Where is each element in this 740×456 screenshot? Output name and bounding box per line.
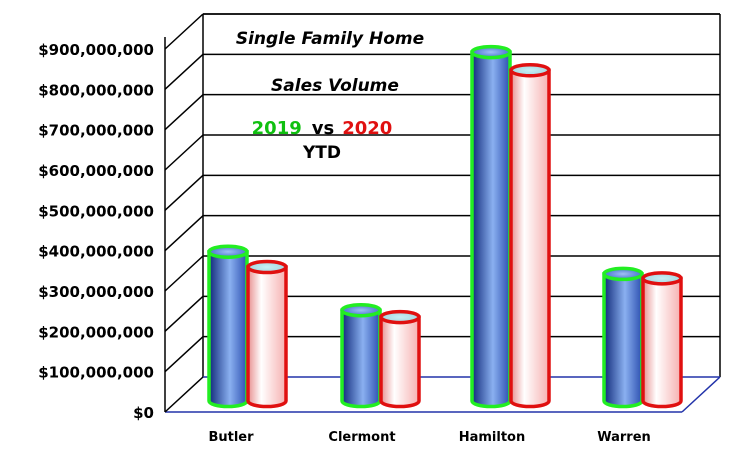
- gridline-side-6: [164, 134, 204, 171]
- y-tick-labels: $0 $100,000,000 $200,000,000 $300,000,000 $4…: [38, 41, 154, 422]
- bar-warren-2020: [641, 276, 683, 409]
- y-tick-label: $0: [133, 404, 154, 422]
- bar-butler-2019: [207, 249, 249, 409]
- bar-cap-butler-2020: [246, 259, 288, 275]
- gridline-side-7: [164, 94, 204, 131]
- bar-cap-hamilton-2020: [509, 62, 551, 78]
- gridline-side-5: [164, 174, 204, 211]
- bar-cap-hamilton-2019: [470, 44, 512, 60]
- bar-butler-2020: [246, 265, 288, 409]
- bar-cap-clermont-2019: [340, 302, 382, 318]
- bar-cap-clermont-2020: [379, 309, 421, 325]
- bar-clermont-2019: [340, 308, 382, 409]
- bar-cap-warren-2020: [641, 271, 683, 286]
- gridline-side-1: [164, 336, 204, 373]
- y-tick-label: $300,000,000: [38, 283, 154, 301]
- x-tick-label: Warren: [597, 430, 651, 445]
- bar-hamilton-2020: [509, 68, 551, 409]
- gridline-side-4: [164, 215, 204, 252]
- gridline-side-8: [164, 53, 204, 90]
- legend-line: 2019 vs 2020: [252, 118, 393, 139]
- y-tick-label: $900,000,000: [38, 41, 154, 59]
- y-tick-label: $100,000,000: [38, 364, 154, 382]
- x-tick-labels: Butler Clermont Hamilton Warren: [208, 430, 650, 445]
- legend-vs: vs: [312, 118, 334, 139]
- x-tick-label: Butler: [208, 430, 254, 445]
- legend-year-2020: 2020: [342, 118, 392, 139]
- x-tick-label: Hamilton: [459, 430, 526, 445]
- legend-year-2019: 2019: [252, 118, 302, 139]
- bar-clermont-2020: [379, 315, 421, 409]
- gridline-side-2: [164, 295, 204, 332]
- bar-warren-2019: [602, 272, 644, 409]
- gridlines: [164, 13, 720, 373]
- bar-cap-butler-2019: [207, 244, 249, 259]
- bars: [207, 44, 683, 409]
- y-tick-label: $800,000,000: [38, 81, 154, 99]
- floor-left-edge: [164, 376, 204, 413]
- y-tick-label: $600,000,000: [38, 162, 154, 180]
- y-tick-label: $700,000,000: [38, 122, 154, 140]
- floor-right-edge: [681, 376, 721, 413]
- chart-title-line-1: Single Family Home: [236, 29, 424, 49]
- x-tick-label: Clermont: [328, 430, 395, 445]
- y-tick-label: $200,000,000: [38, 323, 154, 341]
- gridline-side-9: [164, 13, 204, 50]
- y-tick-label: $500,000,000: [38, 202, 154, 220]
- chart-title-line-2: Sales Volume: [271, 76, 399, 96]
- bar-cap-warren-2019: [602, 266, 644, 282]
- bar-hamilton-2019: [470, 50, 512, 409]
- y-tick-label: $400,000,000: [38, 243, 154, 261]
- gridline-side-3: [164, 255, 204, 292]
- legend-ytd: YTD: [302, 143, 341, 163]
